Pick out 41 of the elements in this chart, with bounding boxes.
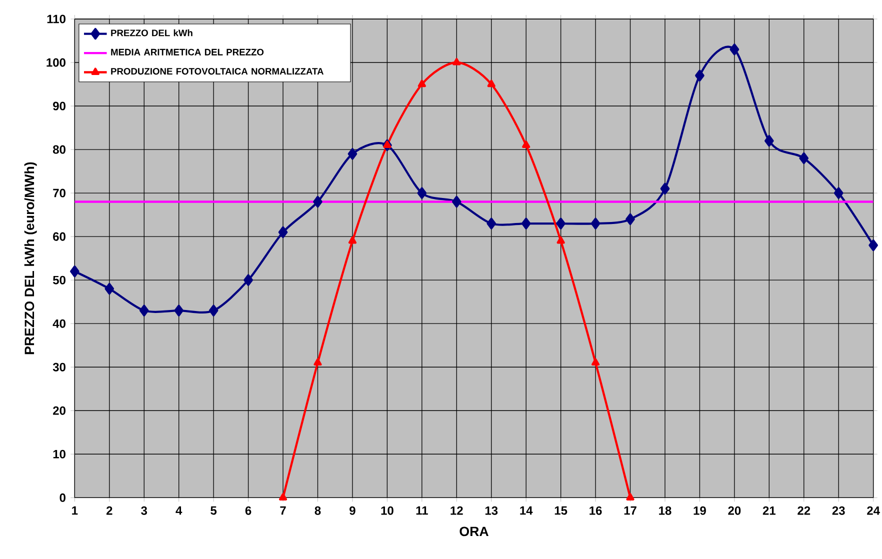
x-axis-title: ORA (460, 526, 488, 536)
x-tick-label: 12 (450, 506, 463, 515)
x-tick-label: 22 (798, 506, 810, 515)
y-tick-label: 30 (52, 362, 66, 372)
x-tick-label: 20 (728, 506, 741, 515)
x-tick-label: 4 (176, 506, 182, 515)
x-tick-label: 17 (624, 506, 636, 515)
x-tick-label: 15 (554, 506, 568, 515)
legend-label: MEDIA ARITMETICA DEL PREZZO (111, 48, 264, 56)
y-tick-label: 80 (52, 145, 66, 154)
x-tick-label: 11 (416, 506, 428, 515)
y-tick-label: 50 (52, 276, 66, 284)
x-tick-label: 2 (106, 506, 112, 515)
y-tick-label: 10 (53, 450, 66, 458)
x-tick-label: 23 (832, 506, 845, 515)
legend-label: PRODUZIONE FOTOVOLTAICA NORMALIZZATA (111, 68, 324, 75)
legend-label: PREZZO DEL kWh (111, 29, 192, 36)
x-tick-label: 10 (381, 506, 394, 515)
x-tick-label: 9 (350, 506, 356, 515)
y-tick-label: 90 (53, 102, 66, 110)
y-axis-title: PREZZO DEL kWh (euro/MWh) (24, 162, 37, 354)
y-tick-label: 60 (53, 232, 66, 241)
x-tick-label: 14 (520, 506, 533, 515)
y-tick-label: 70 (53, 188, 66, 198)
x-tick-label: 3 (141, 506, 148, 515)
x-tick-label: 18 (659, 506, 672, 515)
x-tick-label: 19 (694, 506, 706, 515)
x-tick-label: 5 (210, 506, 217, 515)
x-tick-label: 13 (485, 506, 498, 515)
x-tick-label: 6 (245, 506, 252, 515)
x-tick-label: 24 (867, 506, 880, 515)
x-tick-label: 21 (762, 506, 776, 515)
y-tick-label: 20 (53, 406, 66, 415)
y-tick-label: 100 (46, 58, 66, 67)
x-tick-label: 16 (590, 506, 602, 515)
y-tick-label: 110 (47, 14, 66, 24)
x-tick-label: 7 (280, 506, 286, 515)
y-tick-label: 0 (60, 493, 66, 502)
x-tick-label: 8 (314, 506, 321, 515)
x-tick-label: 1 (72, 506, 78, 515)
y-tick-label: 40 (52, 319, 66, 328)
